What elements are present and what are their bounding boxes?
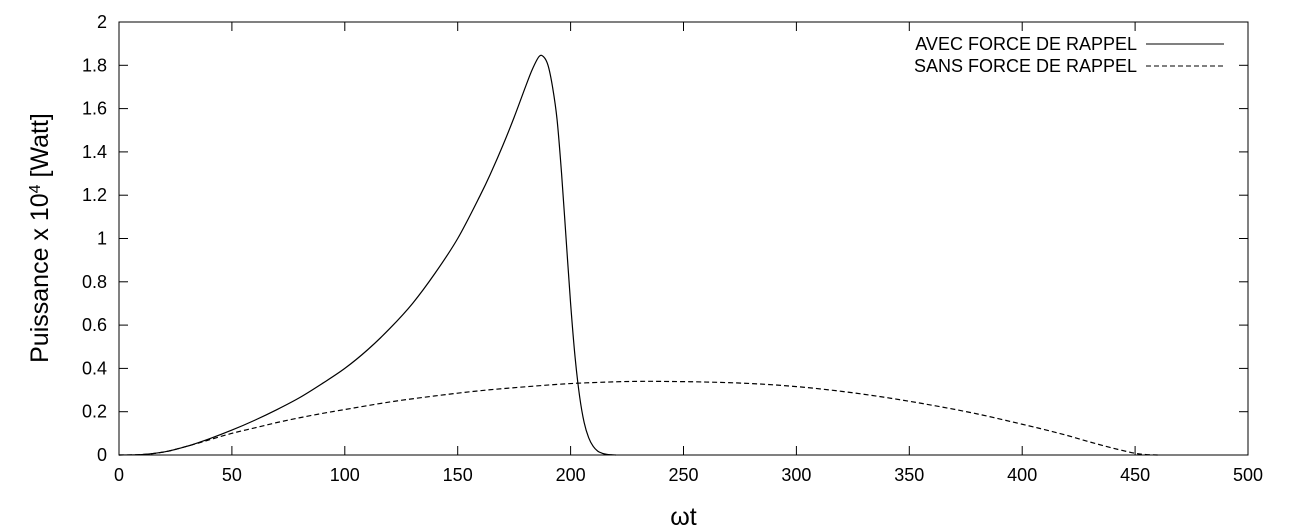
x-tick-label: 200 [556, 465, 586, 485]
y-axis-title-unit: [Watt] [26, 113, 54, 184]
y-axis-title: Puissance x 104 [Watt] [26, 113, 54, 363]
y-tick-label: 1.8 [82, 55, 107, 75]
series-layer [118, 54, 1158, 456]
legend-label-avec: AVEC FORCE DE RAPPEL [915, 34, 1137, 54]
y-axis-title-main: Puissance x 10 [26, 193, 54, 363]
series-line-avec-force [118, 54, 616, 456]
legend-label-sans: SANS FORCE DE RAPPEL [914, 56, 1137, 76]
plot-frame [118, 21, 1249, 456]
y-tick-label: 1.6 [82, 99, 107, 119]
x-axis-title: ωt [670, 503, 697, 531]
ticks-layer [118, 21, 1249, 456]
y-tick-label: 0.2 [82, 402, 107, 422]
y-tick-labels: 0 0.2 0.4 0.6 0.8 1 1.2 1.4 1.6 1.8 2 [82, 12, 107, 465]
x-tick-label: 0 [114, 465, 124, 485]
y-axis-title-exponent: 4 [27, 184, 44, 193]
y-tick-label: 0.4 [82, 358, 107, 378]
x-tick-label: 150 [443, 465, 473, 485]
x-tick-label: 400 [1007, 465, 1037, 485]
x-tick-label: 250 [668, 465, 698, 485]
y-tick-label: 0 [97, 445, 107, 465]
x-tick-label: 50 [222, 465, 242, 485]
y-tick-label: 1 [97, 229, 107, 249]
x-tick-labels: 0 50 100 150 200 250 300 350 400 450 500 [114, 465, 1263, 485]
y-tick-label: 0.8 [82, 272, 107, 292]
x-tick-label: 350 [894, 465, 924, 485]
y-tick-label: 0.6 [82, 315, 107, 335]
y-tick-label: 2 [97, 12, 107, 32]
series-line-sans-force [118, 380, 1158, 456]
legend: AVEC FORCE DE RAPPEL SANS FORCE DE RAPPE… [914, 34, 1224, 76]
x-tick-label: 500 [1233, 465, 1263, 485]
y-tick-label: 1.2 [82, 185, 107, 205]
x-tick-label: 300 [781, 465, 811, 485]
x-tick-label: 100 [330, 465, 360, 485]
x-tick-label: 450 [1120, 465, 1150, 485]
y-tick-label: 1.4 [82, 142, 107, 162]
